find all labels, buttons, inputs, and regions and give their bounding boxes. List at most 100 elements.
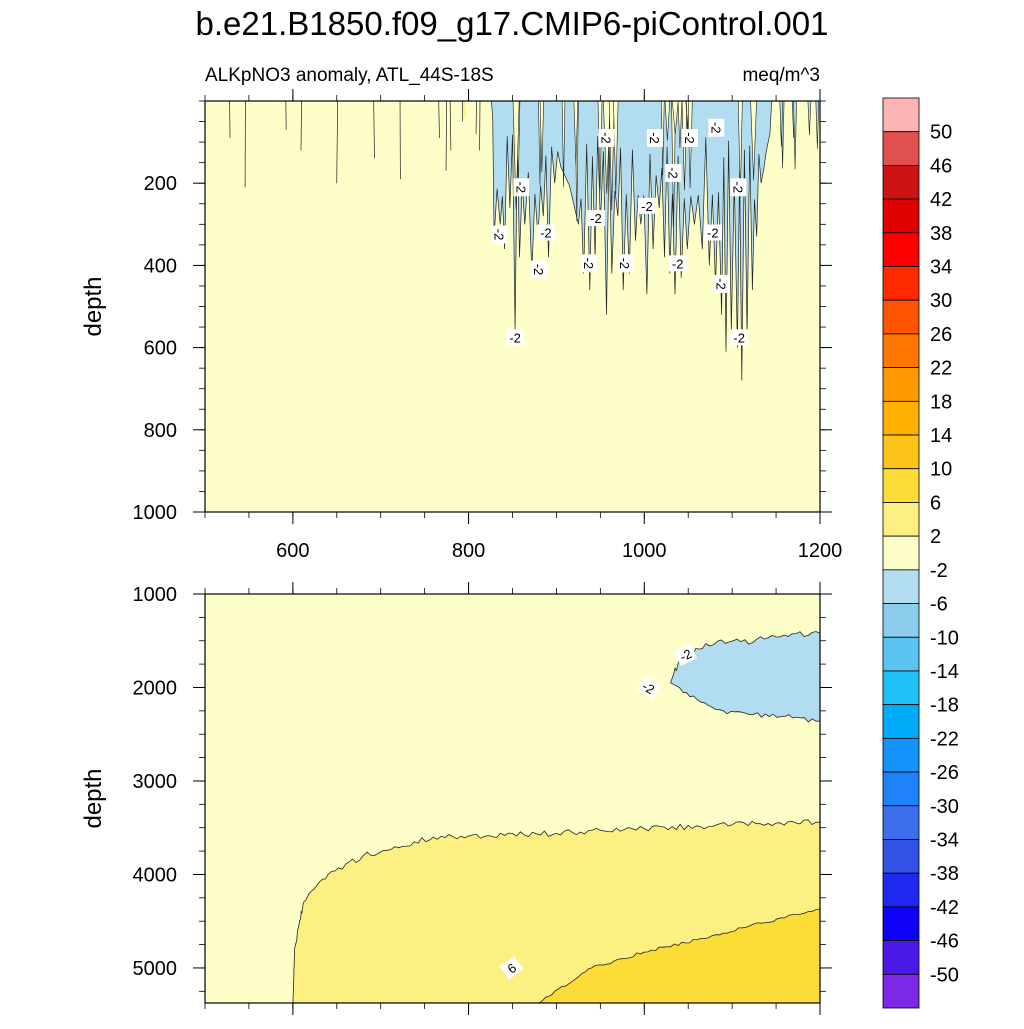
colorbar-swatch [883,368,919,402]
colorbar-swatch [883,839,919,873]
contour-label: -2 [531,261,547,279]
colorbar-level-label: 46 [930,155,952,177]
contour-label-text: -2 [540,226,552,241]
contour-label-text: -2 [513,182,528,194]
colorbar-level-label: -14 [930,661,959,683]
colorbar-level-label: 26 [930,324,952,346]
y-tick-label: 400 [144,255,177,277]
colorbar-level-label: 50 [930,122,952,144]
x-tick-label: 1200 [798,540,843,562]
chart-title: b.e21.B1850.f09_g17.CMIP6-piControl.001 [196,5,829,42]
colorbar-swatch [883,772,919,806]
colorbar-level-label: -26 [930,762,959,784]
colorbar-level-label: -46 [930,931,959,953]
contour-label: -2 [581,254,597,272]
colorbar-level-label: -18 [930,695,959,717]
colorbar-swatch [883,469,919,503]
y-axis-label: depth [80,276,107,336]
contour-label-text: -2 [581,258,596,270]
colorbar-swatch [883,536,919,570]
positive-streak [463,101,465,117]
colorbar-level-label: -22 [930,728,959,750]
y-tick-label: 5000 [133,958,178,980]
contour-label-text: -2 [509,330,521,345]
contour-label: -2 [730,329,748,345]
contour-label: -2 [665,164,681,182]
y-tick-label: 1000 [133,502,178,524]
y-tick-label: 1000 [133,584,178,606]
colorbar-level-label: -6 [930,594,948,616]
contour-label: -2 [491,226,507,244]
colorbar-level-label: 14 [930,425,952,447]
colorbar-level-label: -42 [930,897,959,919]
colorbar-level-label: 18 [930,391,952,413]
colorbar-level-label: 38 [930,223,952,245]
contour-label: -2 [708,119,724,137]
colorbar-level-label: 10 [930,459,952,481]
x-tick-label: 600 [276,540,309,562]
contour-label: -2 [587,210,605,226]
colorbar-level-label: 2 [930,526,941,548]
colorbar-swatch [883,705,919,739]
contour-label-text: -2 [641,199,653,214]
colorbar-level-label: 34 [930,257,952,279]
contour-label: -2 [704,225,722,241]
colorbar-swatch [883,941,919,975]
colorbar-swatch [883,907,919,941]
contour-label-text: -2 [672,256,684,271]
contour-label: -2 [647,129,663,147]
panel-subtitle: ALKpNO3 anomaly, ATL_44S-18S [205,65,494,86]
colorbar-swatch [883,604,919,638]
contour-label: -2 [638,198,656,214]
colorbar-level-label: 30 [930,290,952,312]
contour-label: -2 [506,329,524,345]
y-tick-label: 2000 [133,677,178,699]
colorbar-swatch [883,873,919,907]
y-tick-label: 800 [144,420,177,442]
contour-label: -2 [682,129,698,147]
colorbar-swatch [883,502,919,536]
contour-label-text: -2 [707,226,719,241]
contour-label-text: -2 [682,132,697,144]
colorbar-swatch [883,300,919,334]
colorbar-level-label: 22 [930,358,952,380]
y-tick-label: 4000 [133,864,178,886]
contour-label-text: -2 [708,122,723,134]
units-label: meq/m^3 [742,65,820,86]
contour-label: -2 [714,275,730,293]
colorbar-swatch [883,671,919,705]
colorbar-swatch [883,570,919,604]
colorbar-swatch [883,165,919,199]
colorbar-swatch [883,334,919,368]
colorbar-level-label: 6 [930,492,941,514]
colorbar-level-label: -50 [930,964,959,986]
colorbar-level-label: -34 [930,829,959,851]
colorbar-swatch [883,98,919,132]
contour-label: -2 [730,178,746,196]
contour-label-text: -2 [647,132,662,144]
colorbar-swatch [883,806,919,840]
colorbar-swatch [883,974,919,1008]
colorbar-level-label: -30 [930,796,959,818]
contour-label: -2 [669,255,687,271]
contour-label-text: -2 [599,132,614,144]
colorbar-swatch [883,435,919,469]
colorbar-level-label: 42 [930,189,952,211]
contour-label-text: -2 [665,167,680,179]
contour-label: -2 [513,178,529,196]
colorbar-swatch [883,401,919,435]
contour-label: -2 [617,254,633,272]
colorbar-swatch [883,233,919,267]
colorbar-level-label: -10 [930,627,959,649]
colorbar-level-label: -38 [930,863,959,885]
contour-label: -2 [599,129,615,147]
contour-label-text: -2 [531,264,546,276]
contour-label-text: -2 [730,182,745,194]
contour-label-text: -2 [590,211,602,226]
colorbar-level-label: -2 [930,560,948,582]
y-axis-label: depth [80,768,107,828]
colorbar-swatch [883,132,919,166]
colorbar-swatch [883,637,919,671]
